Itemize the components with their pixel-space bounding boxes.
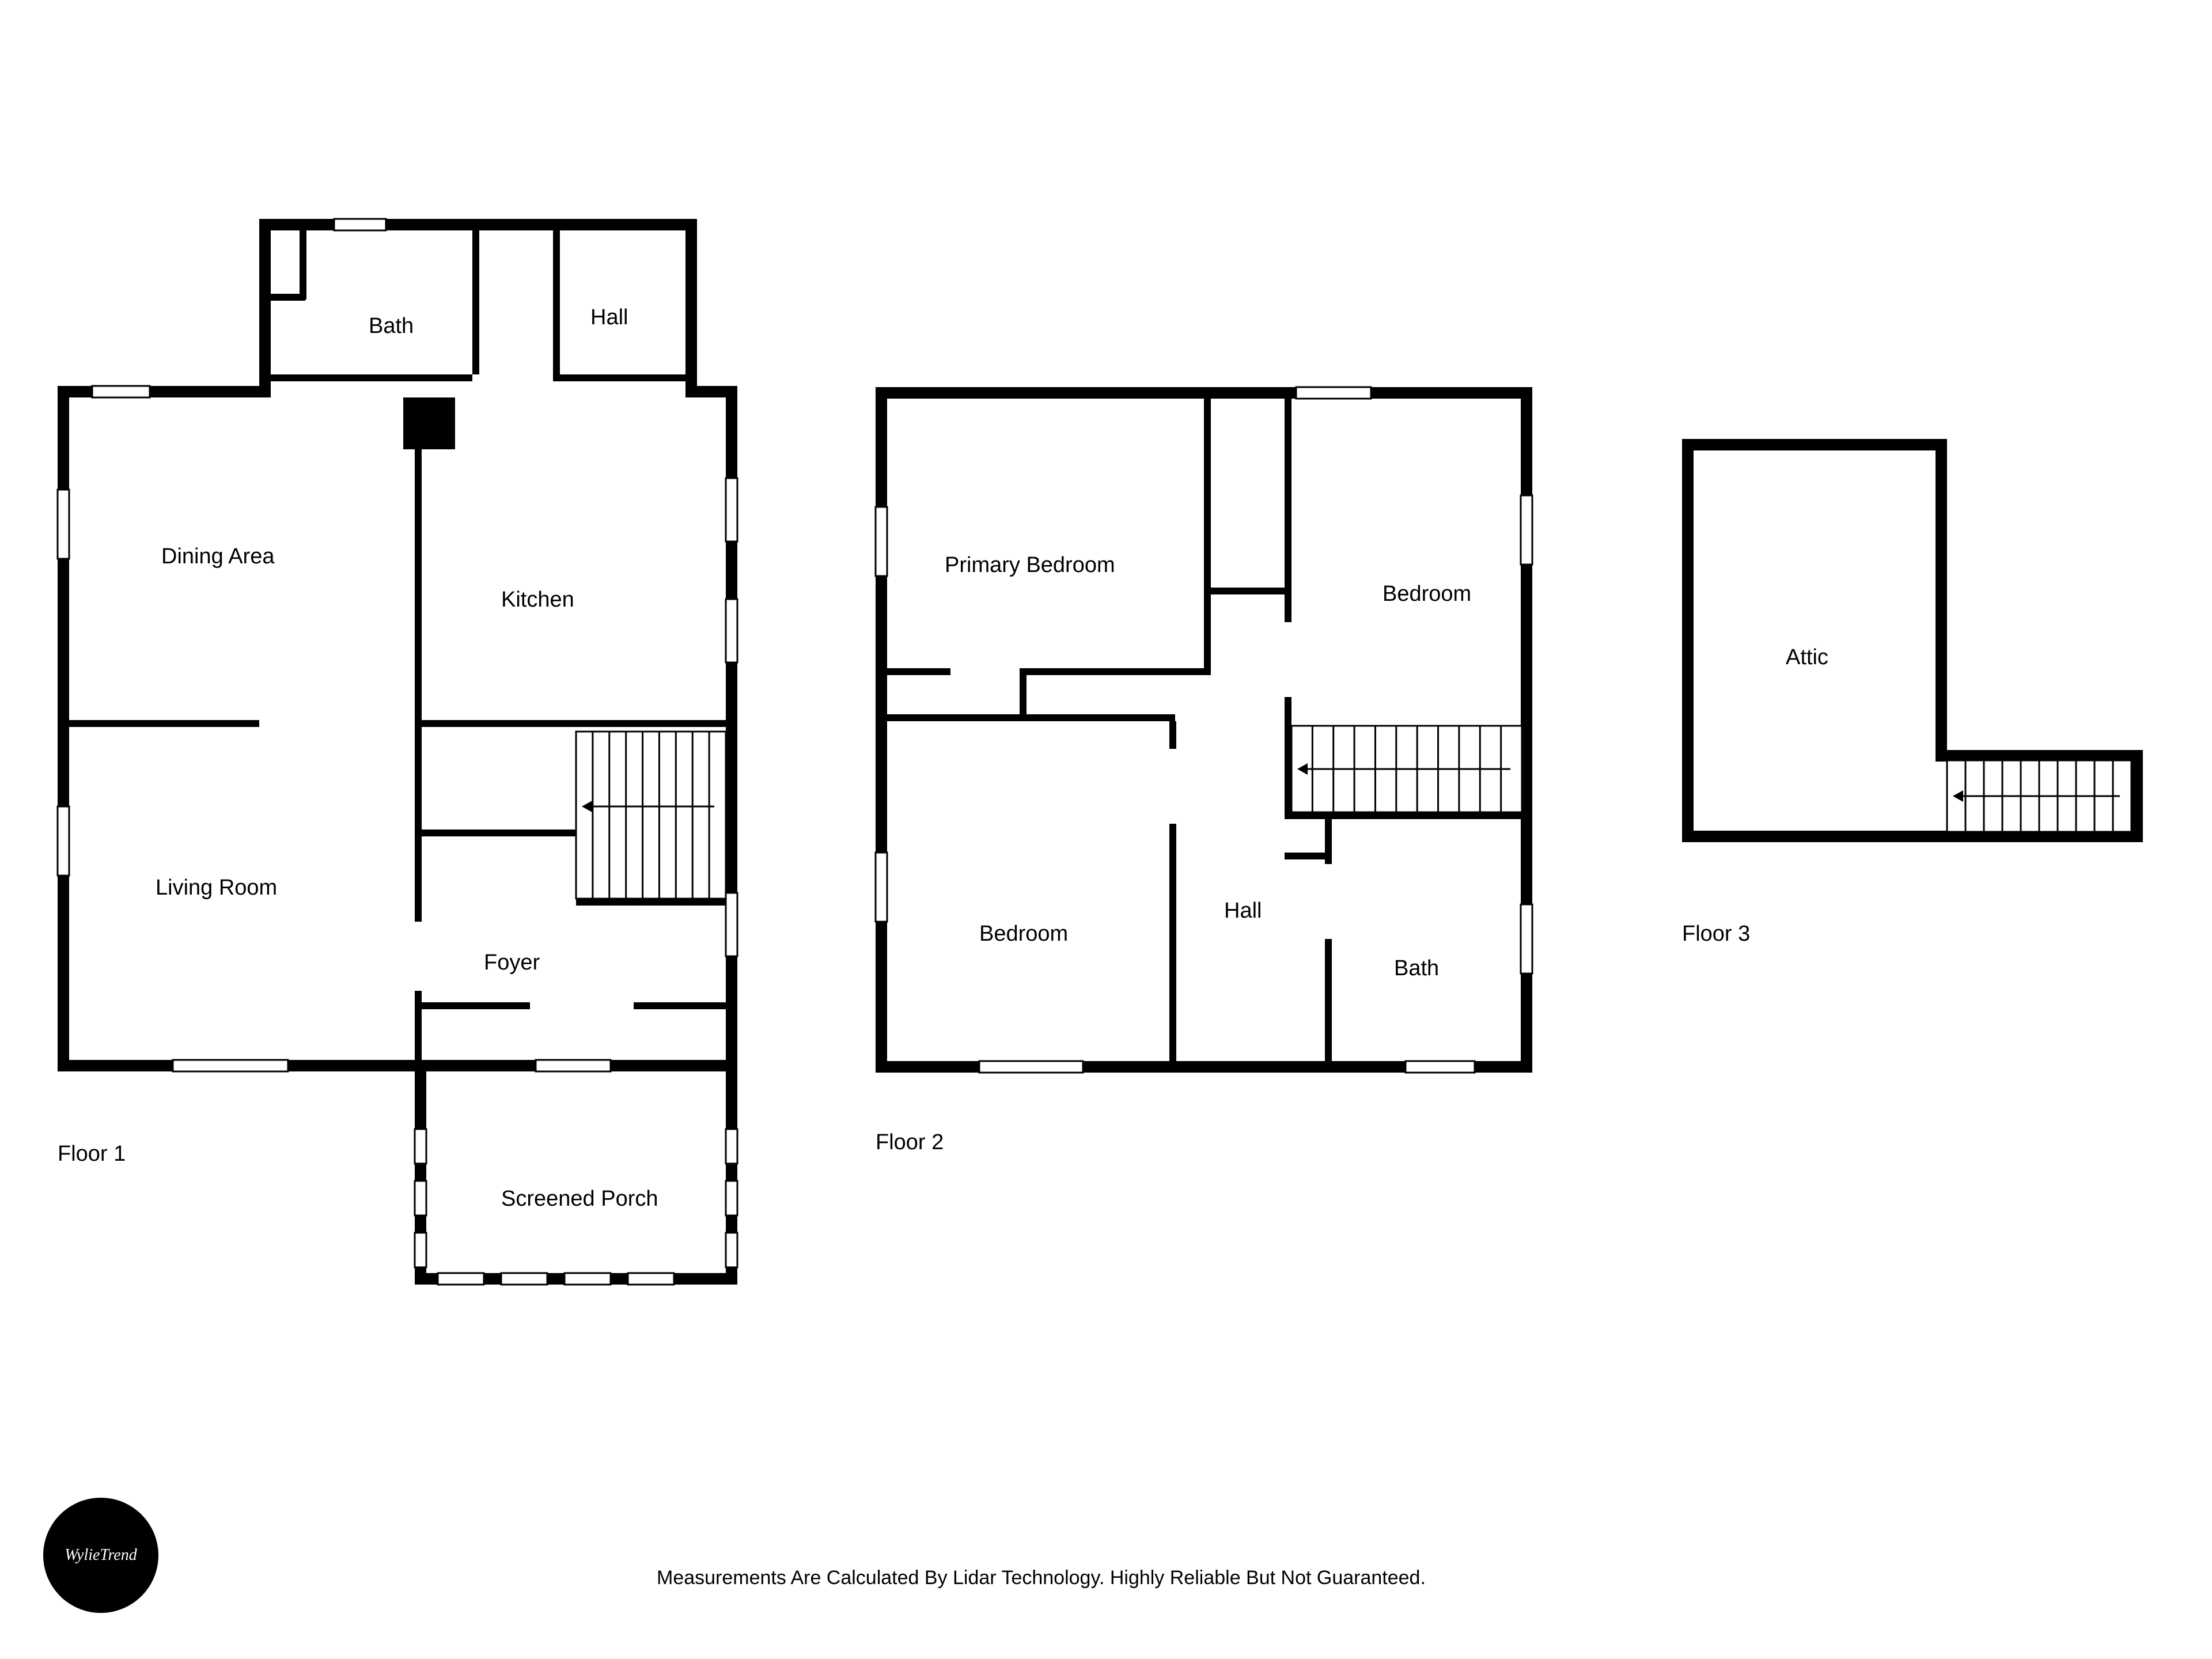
room-label: Hall — [1224, 899, 1262, 923]
floor1-label: Floor 1 — [58, 1142, 126, 1166]
room-label: Living Room — [156, 876, 277, 900]
room-label: Bedroom — [979, 922, 1068, 946]
room-label: Screened Porch — [501, 1187, 658, 1211]
room-label: Dining Area — [161, 544, 274, 569]
room-label: Attic — [1786, 645, 1828, 670]
floor3-label: Floor 3 — [1682, 922, 1750, 946]
room-label: Bedroom — [1382, 582, 1471, 607]
room-label: Hall — [590, 305, 628, 330]
floorplan-canvas: Floor 1 Floor 2 Floor 3 Bath Hall Dining A… — [0, 0, 2212, 1659]
room-label: Bath — [1394, 956, 1439, 981]
brand-logo-text: WylieTrend — [65, 1546, 137, 1565]
footer-disclaimer: Measurements Are Calculated By Lidar Tec… — [657, 1567, 1426, 1589]
room-label: Kitchen — [501, 588, 574, 612]
room-label: Bath — [369, 314, 414, 339]
room-label: Primary Bedroom — [945, 553, 1115, 578]
room-label: Foyer — [484, 950, 540, 975]
floor2-label: Floor 2 — [876, 1130, 944, 1155]
brand-logo: WylieTrend — [43, 1498, 158, 1613]
floorplan-svg — [0, 0, 2212, 1659]
